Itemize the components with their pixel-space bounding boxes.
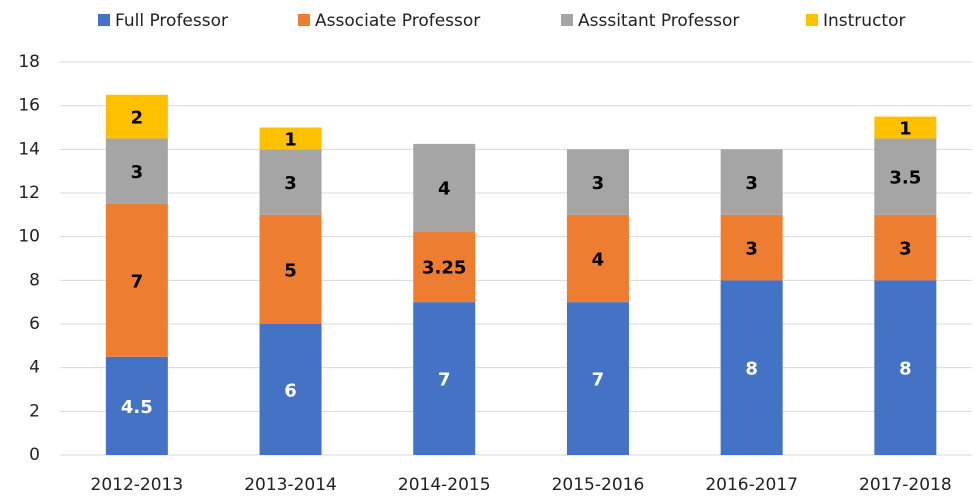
legend-label: Full Professor: [115, 11, 228, 31]
bar-segment: [566, 302, 629, 455]
data-label: 1: [284, 129, 297, 150]
legend-label: Asssitant Professor: [578, 11, 739, 31]
data-label: 1: [899, 119, 912, 140]
bar-segment: [105, 203, 168, 357]
bar-segment: [874, 214, 937, 281]
data-label: 7: [131, 271, 144, 292]
x-tick-label: 2013-2014: [244, 475, 337, 495]
data-label: 7: [592, 370, 605, 391]
data-label: 2: [131, 108, 144, 129]
legend-swatch: [561, 14, 573, 26]
y-tick-label: 4: [29, 358, 40, 378]
y-tick-label: 14: [18, 139, 40, 159]
bar-segment: [413, 302, 476, 455]
bar-segment: [720, 214, 783, 281]
bar-segment: [259, 324, 322, 455]
data-label: 6: [284, 381, 297, 402]
data-label: 3: [592, 173, 605, 194]
x-tick-label: 2015-2016: [552, 475, 645, 495]
data-label: 4: [438, 179, 451, 200]
y-tick-label: 0: [29, 445, 40, 465]
data-label: 8: [899, 359, 912, 380]
y-tick-label: 10: [18, 227, 40, 247]
bar-segment: [105, 138, 168, 204]
bar-segment: [105, 356, 168, 455]
y-tick-label: 8: [29, 270, 40, 290]
data-label: 3: [899, 239, 912, 260]
y-tick-label: 16: [18, 96, 40, 116]
legend-label: Instructor: [823, 11, 905, 31]
data-label: 3: [745, 239, 758, 260]
data-label: 3.25: [422, 258, 466, 279]
data-label: 4.5: [121, 397, 153, 418]
bar-segment: [720, 280, 783, 455]
bar-segment: [259, 149, 322, 215]
data-label: 3: [131, 162, 144, 183]
y-tick-label: 2: [29, 401, 40, 421]
bar-segment: [874, 138, 937, 215]
data-label: 3: [745, 173, 758, 194]
y-tick-label: 12: [18, 183, 40, 203]
bar-segment: [105, 94, 168, 139]
bar-segment: [259, 214, 322, 324]
legend-swatch: [298, 14, 310, 26]
data-label: 3.5: [889, 168, 921, 189]
data-label: 7: [438, 370, 451, 391]
legend-swatch: [806, 14, 818, 26]
bar-segment: [413, 143, 476, 232]
bar-segment: [720, 149, 783, 215]
legend-label: Associate Professor: [315, 11, 480, 31]
y-tick-label: 6: [29, 314, 40, 334]
x-tick-label: 2016-2017: [705, 475, 798, 495]
x-tick-label: 2017-2018: [859, 475, 952, 495]
bar-segment: [259, 127, 322, 150]
bar-segment: [874, 116, 937, 139]
bar-segment: [566, 149, 629, 215]
data-label: 3: [284, 173, 297, 194]
bar-segment: [413, 231, 476, 303]
x-tick-label: 2012-2013: [91, 475, 184, 495]
x-tick-label: 2014-2015: [398, 475, 491, 495]
data-label: 4: [592, 250, 605, 271]
bar-segment: [874, 280, 937, 455]
legend-swatch: [98, 14, 110, 26]
data-label: 8: [745, 359, 758, 380]
y-tick-label: 18: [18, 52, 40, 72]
data-label: 5: [284, 260, 297, 281]
bar-segment: [566, 214, 629, 303]
